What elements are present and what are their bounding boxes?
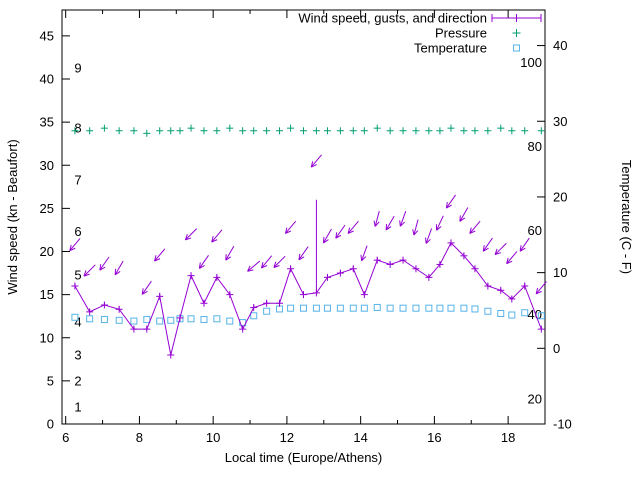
wind-series (71, 199, 545, 359)
legend-label: Wind speed, gusts, and direction (298, 11, 487, 26)
fahrenheit-label: 80 (528, 139, 542, 154)
axes: 6 8 10 12 14 16 18051015202530354045-100102030… (5, 10, 634, 465)
x-tick-label: 6 (62, 430, 69, 445)
y-left-tick-label: 25 (40, 201, 54, 216)
y-left-tick-label: 15 (40, 287, 54, 302)
x-tick-label: 16 (427, 430, 441, 445)
x-tick-label: 10 (206, 430, 220, 445)
y-left-tick-label: 35 (40, 115, 54, 130)
beaufort-label: 3 (74, 348, 81, 363)
y-left-tick-label: 45 (40, 28, 54, 43)
wind-direction-arrows (69, 154, 547, 295)
legend-label: Pressure (435, 26, 487, 41)
y-right-tick-label: 40 (553, 38, 567, 53)
y-left-axis-title: Wind speed (kn - Beaufort) (5, 139, 20, 294)
y-left-tick-label: 10 (40, 330, 54, 345)
x-axis-title: Local time (Europe/Athens) (225, 450, 383, 465)
fahrenheit-label: 60 (528, 223, 542, 238)
plot-border (61, 9, 546, 425)
y-right-tick-label: 10 (553, 265, 567, 280)
fahrenheit-label: 40 (528, 307, 542, 322)
fahrenheit-label: 100 (520, 55, 542, 70)
beaufort-label: 2 (74, 373, 81, 388)
y-right-tick-label: 30 (553, 114, 567, 129)
beaufort-label: 8 (74, 121, 81, 136)
beaufort-label: 6 (74, 224, 81, 239)
y-right-tick-label: -10 (553, 417, 572, 432)
y-left-tick-label: 30 (40, 158, 54, 173)
y-right-tick-label: 0 (553, 341, 560, 356)
y-left-tick-label: 5 (47, 373, 54, 388)
y-right-axis-title: Temperature (C - F) (619, 160, 634, 274)
fahrenheit-label: 20 (528, 391, 542, 406)
beaufort-label: 1 (74, 399, 81, 414)
legend: Wind speed, gusts, and directionPressure… (298, 11, 542, 56)
x-tick-label: 8 (136, 430, 143, 445)
y-left-tick-label: 20 (40, 244, 54, 259)
y-left-tick-label: 0 (47, 417, 54, 432)
y-right-tick-label: 20 (553, 189, 567, 204)
beaufort-label: 4 (74, 315, 81, 330)
beaufort-label: 7 (74, 172, 81, 187)
x-tick-label: 14 (353, 430, 367, 445)
beaufort-label: 5 (74, 267, 81, 282)
y-left-tick-label: 40 (40, 72, 54, 87)
x-tick-label: 18 (501, 430, 515, 445)
pressure-series (71, 124, 545, 137)
x-tick-label: 12 (280, 430, 294, 445)
beaufort-label: 9 (74, 60, 81, 75)
legend-label: Temperature (414, 41, 487, 56)
